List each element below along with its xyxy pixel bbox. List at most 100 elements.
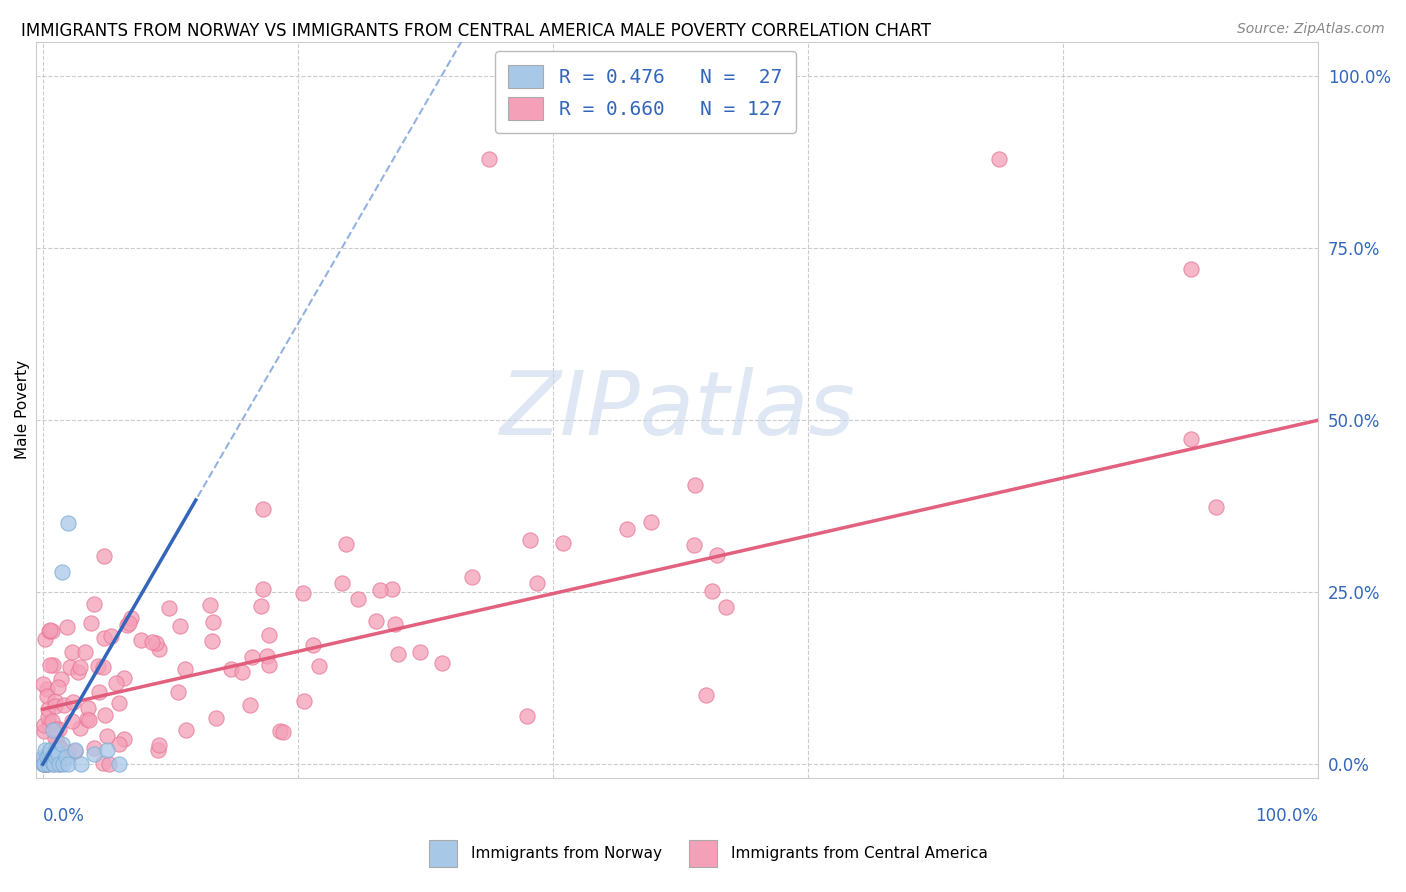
- Point: [174, 662, 197, 676]
- Point: [250, 599, 273, 613]
- Point: [58, 516, 80, 531]
- Point: [146, 743, 169, 757]
- Point: [69, 659, 91, 673]
- Point: [553, 536, 575, 550]
- Point: [129, 633, 152, 648]
- Point: [38, 624, 60, 638]
- Point: [38, 747, 60, 761]
- Point: [49, 672, 72, 686]
- Point: [519, 533, 541, 547]
- Point: [108, 696, 131, 710]
- Point: [42, 757, 65, 772]
- Point: [516, 709, 538, 723]
- Point: [108, 757, 131, 772]
- Point: [42, 723, 65, 737]
- Point: [252, 582, 274, 597]
- Point: [32, 718, 55, 732]
- Point: [387, 647, 409, 661]
- Point: [34, 743, 56, 757]
- Point: [32, 757, 55, 772]
- Point: [37, 757, 59, 772]
- Point: [39, 623, 62, 637]
- Point: [32, 757, 55, 772]
- Point: [988, 152, 1011, 166]
- Point: [257, 627, 280, 641]
- Point: [174, 723, 197, 737]
- Point: [48, 757, 70, 772]
- Point: [32, 677, 55, 691]
- Point: [96, 743, 118, 757]
- Point: [252, 501, 274, 516]
- Point: [52, 757, 75, 772]
- Point: [76, 712, 98, 726]
- Point: [93, 549, 115, 563]
- Point: [308, 658, 330, 673]
- Point: [685, 478, 707, 492]
- Point: [98, 757, 121, 772]
- Point: [46, 747, 69, 761]
- Point: [44, 699, 66, 714]
- Point: [706, 548, 728, 562]
- Point: [291, 586, 314, 600]
- Point: [91, 756, 114, 770]
- Point: [31, 750, 53, 764]
- Point: [219, 661, 242, 675]
- Point: [60, 714, 83, 728]
- Text: Immigrants from Central America: Immigrants from Central America: [731, 847, 988, 861]
- Point: [1180, 261, 1202, 276]
- Point: [77, 700, 100, 714]
- Point: [83, 597, 105, 611]
- Point: [65, 743, 87, 757]
- Point: [112, 731, 135, 746]
- Point: [55, 750, 77, 764]
- Point: [35, 682, 58, 697]
- Point: [526, 576, 548, 591]
- Point: [335, 536, 357, 550]
- Point: [108, 738, 131, 752]
- Point: [716, 600, 738, 615]
- Point: [201, 634, 224, 648]
- Point: [273, 725, 295, 739]
- Point: [35, 750, 58, 764]
- Point: [117, 617, 139, 632]
- Point: [39, 658, 62, 673]
- Point: [695, 689, 717, 703]
- Point: [58, 660, 80, 674]
- Point: [145, 636, 167, 650]
- Text: ZIPatlas: ZIPatlas: [499, 367, 855, 453]
- Point: [31, 757, 53, 772]
- Point: [51, 565, 73, 579]
- Point: [120, 610, 142, 624]
- Point: [46, 680, 69, 694]
- Point: [48, 723, 70, 737]
- Text: 0.0%: 0.0%: [42, 807, 84, 825]
- Point: [240, 649, 263, 664]
- Point: [37, 710, 59, 724]
- Point: [159, 600, 181, 615]
- Point: [63, 743, 86, 757]
- Point: [48, 757, 70, 772]
- Point: [38, 717, 60, 731]
- Point: [114, 671, 136, 685]
- Point: [53, 698, 76, 712]
- Point: [292, 694, 315, 708]
- Point: [44, 731, 66, 745]
- Point: [75, 644, 97, 658]
- Point: [58, 757, 80, 772]
- Point: [80, 616, 103, 631]
- Point: [118, 615, 141, 630]
- Point: [77, 713, 100, 727]
- Point: [35, 690, 58, 704]
- Text: 100.0%: 100.0%: [1256, 807, 1319, 825]
- Point: [148, 641, 170, 656]
- Point: [56, 745, 79, 759]
- Point: [89, 685, 111, 699]
- Point: [46, 735, 69, 749]
- Point: [96, 729, 118, 743]
- Point: [94, 707, 117, 722]
- Point: [70, 757, 93, 772]
- Point: [41, 755, 63, 769]
- Point: [41, 714, 63, 729]
- Point: [141, 635, 163, 649]
- Point: [167, 684, 190, 698]
